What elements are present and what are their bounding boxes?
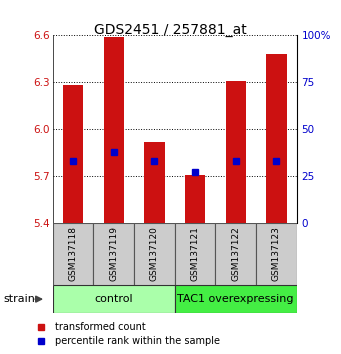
Bar <box>266 54 286 223</box>
Bar <box>63 85 83 223</box>
Text: GSM137119: GSM137119 <box>109 227 118 281</box>
Bar <box>185 175 205 223</box>
Bar <box>256 223 297 285</box>
Text: GSM137118: GSM137118 <box>69 227 78 281</box>
Text: transformed count: transformed count <box>55 322 145 332</box>
Bar <box>53 223 93 285</box>
Text: GSM137122: GSM137122 <box>231 227 240 281</box>
Text: strain: strain <box>3 294 35 304</box>
Text: TAC1 overexpressing: TAC1 overexpressing <box>177 294 294 304</box>
Bar <box>134 223 175 285</box>
Bar <box>216 223 256 285</box>
Text: GSM137120: GSM137120 <box>150 227 159 281</box>
Text: GSM137123: GSM137123 <box>272 227 281 281</box>
Bar <box>93 223 134 285</box>
Bar <box>175 285 297 313</box>
Bar <box>175 223 216 285</box>
Text: GDS2451 / 257881_at: GDS2451 / 257881_at <box>94 23 247 37</box>
Text: control: control <box>94 294 133 304</box>
Text: GSM137121: GSM137121 <box>191 227 199 281</box>
Bar <box>53 285 175 313</box>
Bar <box>104 37 124 223</box>
Bar <box>225 81 246 223</box>
Text: percentile rank within the sample: percentile rank within the sample <box>55 336 220 346</box>
Bar <box>144 142 165 223</box>
